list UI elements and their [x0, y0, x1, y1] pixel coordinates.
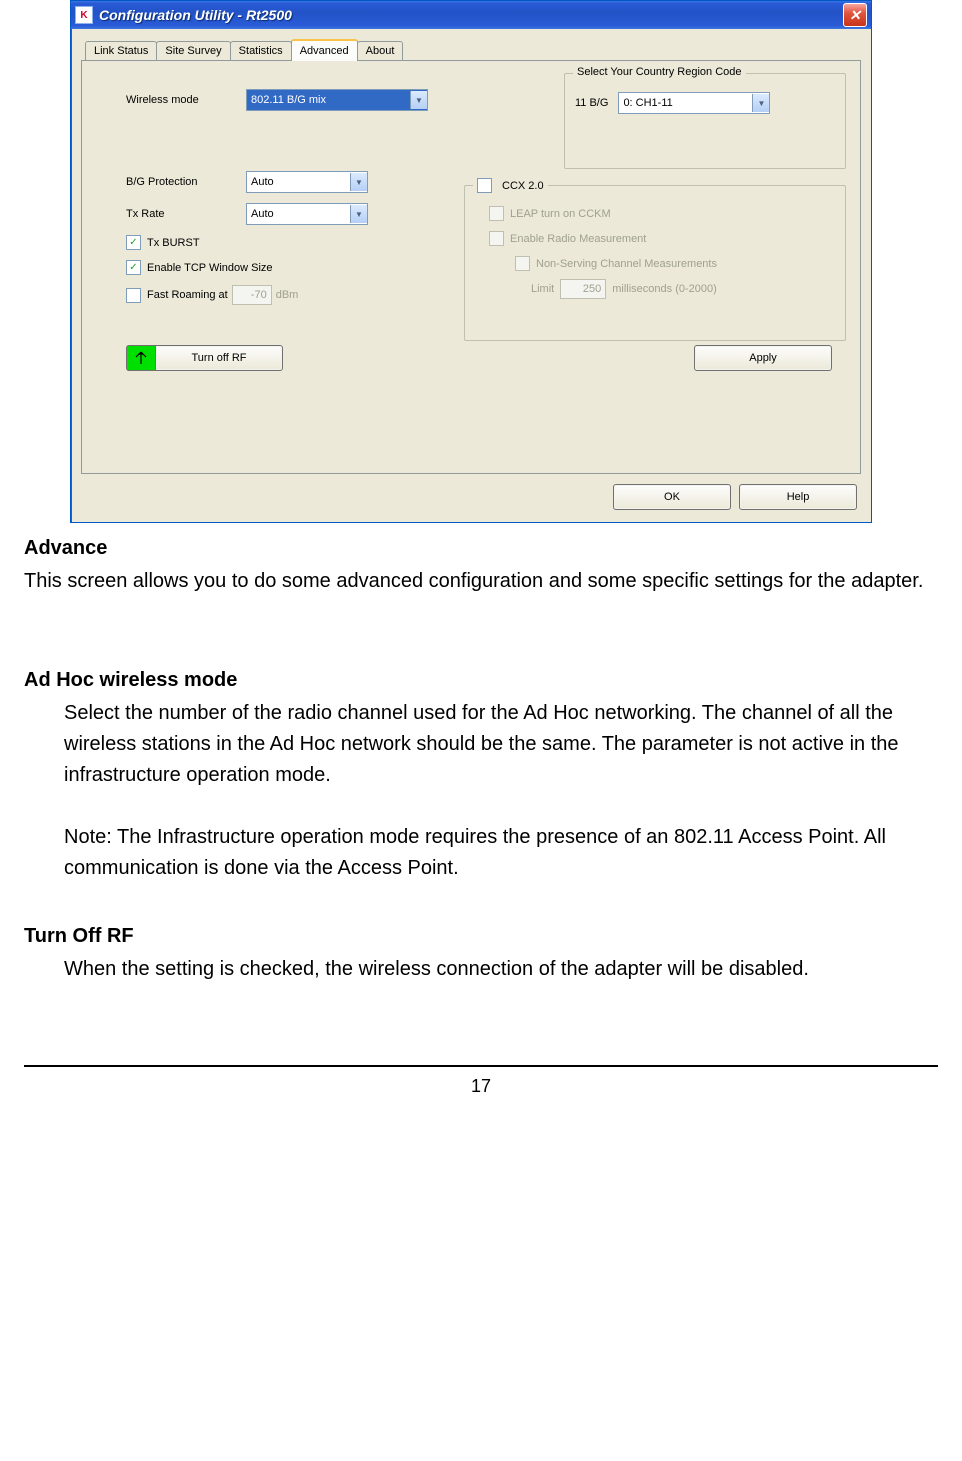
enable-tcp-checkbox[interactable]: ✓ — [126, 260, 141, 275]
para-turnoff: When the setting is checked, the wireles… — [24, 954, 938, 985]
client-area: Link Status Site Survey Statistics Advan… — [71, 29, 871, 522]
help-button[interactable]: Help — [739, 484, 857, 510]
turn-off-rf-group: Turn off RF — [126, 345, 283, 371]
heading-advance: Advance — [24, 533, 938, 564]
bg-protection-label: B/G Protection — [126, 176, 246, 188]
dialog-buttons: OK Help — [81, 474, 861, 510]
tab-about[interactable]: About — [357, 41, 404, 60]
app-icon: K — [75, 6, 93, 24]
ccx-label-text: CCX 2.0 — [502, 180, 544, 192]
tabstrip: Link Status Site Survey Statistics Advan… — [85, 39, 861, 60]
bg-protection-value: Auto — [247, 176, 350, 188]
ccx-groupbox-label: CCX 2.0 — [473, 178, 548, 193]
region-band-label: 11 B/G — [575, 97, 608, 109]
antenna-icon — [126, 345, 155, 371]
tab-advanced[interactable]: Advanced — [291, 39, 358, 61]
limit-label: Limit — [531, 283, 554, 295]
region-select[interactable]: 0: CH1-11 ▼ — [618, 92, 770, 114]
region-groupbox: Select Your Country Region Code 11 B/G 0… — [564, 73, 846, 169]
document-body: Advance This screen allows you to do som… — [10, 533, 952, 1101]
limit-input: 250 — [560, 279, 606, 299]
page-footer: 17 — [24, 1065, 938, 1101]
wireless-mode-label: Wireless mode — [126, 94, 246, 106]
chevron-down-icon: ▼ — [752, 94, 769, 112]
fast-roaming-input: -70 — [232, 285, 272, 305]
tx-rate-label: Tx Rate — [126, 208, 246, 220]
tx-rate-select[interactable]: Auto ▼ — [246, 203, 368, 225]
dbm-label: dBm — [276, 289, 299, 301]
window-title: Configuration Utility - Rt2500 — [99, 7, 843, 23]
tx-burst-checkbox[interactable]: ✓ — [126, 235, 141, 250]
config-window: K Configuration Utility - Rt2500 ✕ Link … — [70, 0, 872, 523]
radio-meas-label: Enable Radio Measurement — [510, 233, 646, 245]
ok-button[interactable]: OK — [613, 484, 731, 510]
page-number: 17 — [471, 1076, 491, 1096]
region-groupbox-label: Select Your Country Region Code — [573, 66, 746, 78]
leap-label: LEAP turn on CCKM — [510, 208, 611, 220]
turn-off-rf-button[interactable]: Turn off RF — [155, 345, 283, 371]
tx-burst-label: Tx BURST — [147, 237, 200, 249]
radio-meas-checkbox — [489, 231, 504, 246]
para-advance: This screen allows you to do some advanc… — [24, 566, 938, 597]
para-note: Note: The Infrastructure operation mode … — [24, 822, 938, 884]
non-serving-checkbox — [515, 256, 530, 271]
fast-roaming-checkbox[interactable] — [126, 288, 141, 303]
ccx-groupbox: CCX 2.0 LEAP turn on CCKM Enable Radio M… — [464, 185, 846, 341]
tab-statistics[interactable]: Statistics — [230, 41, 292, 60]
ccx-checkbox[interactable] — [477, 178, 492, 193]
leap-checkbox — [489, 206, 504, 221]
chevron-down-icon: ▼ — [410, 91, 427, 109]
close-icon[interactable]: ✕ — [843, 3, 867, 27]
apply-button[interactable]: Apply — [694, 345, 832, 371]
region-value: 0: CH1-11 — [619, 97, 752, 109]
heading-adhoc: Ad Hoc wireless mode — [24, 665, 938, 696]
heading-turnoff: Turn Off RF — [24, 921, 938, 952]
titlebar: K Configuration Utility - Rt2500 ✕ — [71, 1, 871, 29]
advanced-panel: Wireless mode 802.11 B/G mix ▼ Select Yo… — [81, 60, 861, 474]
enable-tcp-label: Enable TCP Window Size — [147, 262, 273, 274]
non-serving-label: Non-Serving Channel Measurements — [536, 258, 717, 270]
bg-protection-select[interactable]: Auto ▼ — [246, 171, 368, 193]
fast-roaming-label: Fast Roaming at — [147, 289, 228, 301]
ms-range-label: milliseconds (0-2000) — [612, 283, 717, 295]
tab-link-status[interactable]: Link Status — [85, 41, 157, 60]
wireless-mode-value: 802.11 B/G mix — [247, 94, 410, 106]
wireless-mode-select[interactable]: 802.11 B/G mix ▼ — [246, 89, 428, 111]
chevron-down-icon: ▼ — [350, 173, 367, 191]
tx-rate-value: Auto — [247, 208, 350, 220]
chevron-down-icon: ▼ — [350, 205, 367, 223]
tab-site-survey[interactable]: Site Survey — [156, 41, 230, 60]
para-adhoc: Select the number of the radio channel u… — [24, 698, 938, 791]
